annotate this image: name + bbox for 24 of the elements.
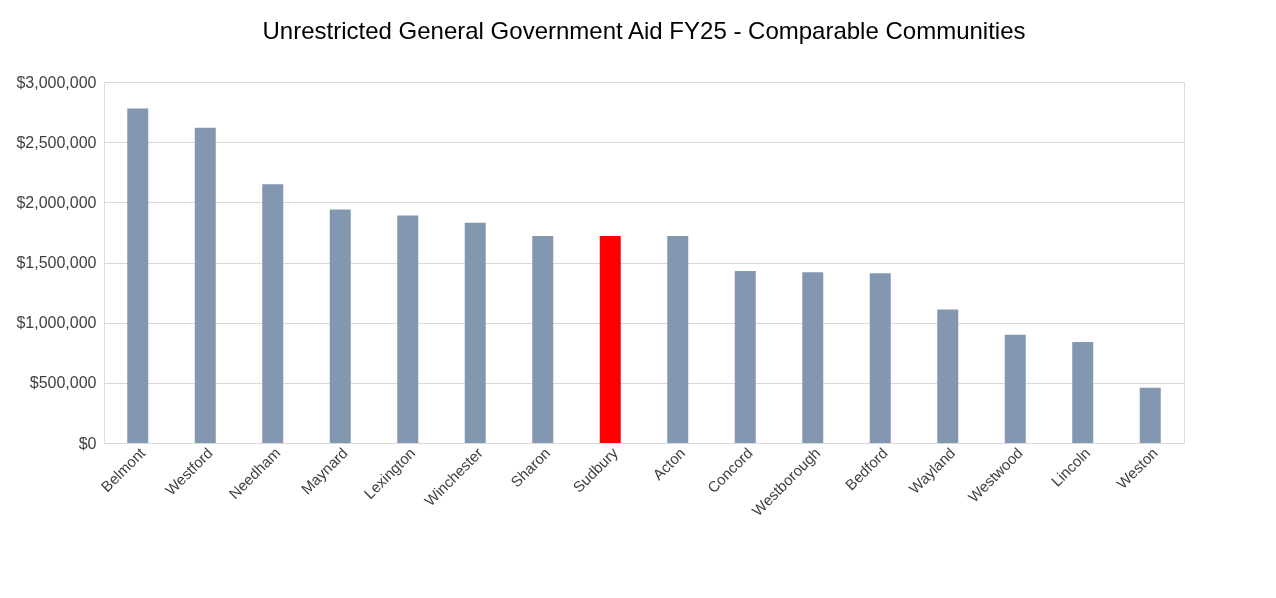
bar [667,236,689,443]
y-tick-label: $0 [78,434,97,452]
bar [127,108,149,443]
bar [464,222,486,443]
bar [802,272,824,443]
bar [937,309,959,443]
bar [1004,334,1026,443]
bar [329,209,351,443]
y-tick-label: $2,000,000 [16,193,97,211]
bar [194,127,216,443]
bar [262,184,284,443]
bar [397,215,419,443]
y-tick-label: $3,000,000 [16,73,97,91]
y-tick-label: $2,500,000 [16,133,97,151]
bar [734,270,756,443]
bar [869,273,891,443]
y-tick-label: $500,000 [29,374,97,392]
bar [1139,387,1161,443]
bar [532,236,554,443]
y-tick-label: $1,000,000 [16,314,97,332]
bar [1072,341,1094,443]
bar [599,236,621,443]
chart-title: Unrestricted General Government Aid FY25 - Comparable Communities [262,17,1026,44]
y-tick-label: $1,500,000 [16,254,97,271]
